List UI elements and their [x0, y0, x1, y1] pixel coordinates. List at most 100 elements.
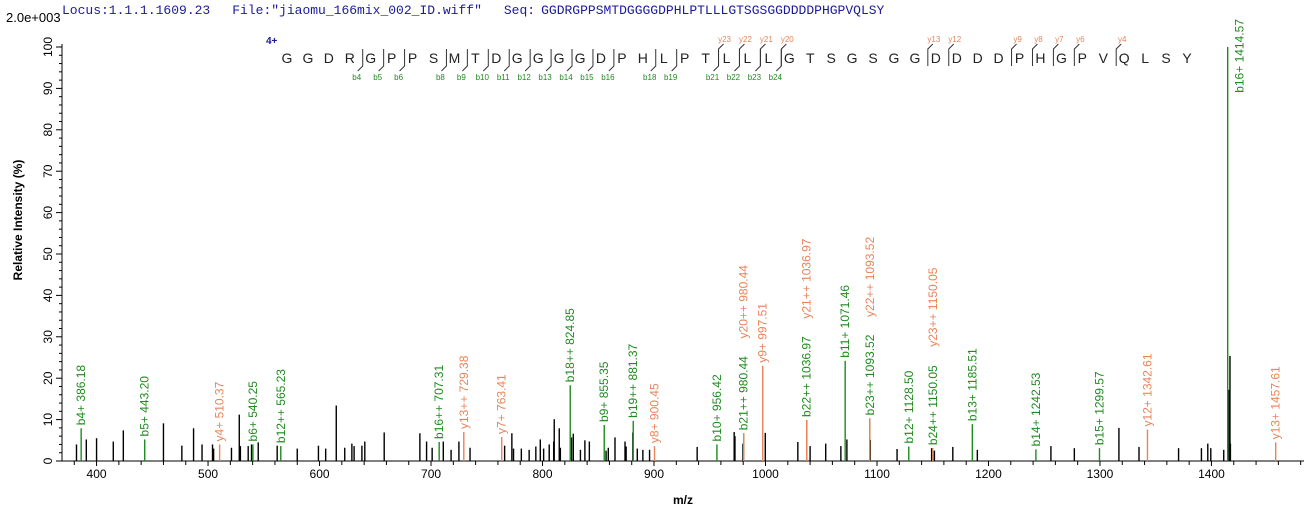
b-ion-marker-label: b21 — [706, 73, 720, 82]
b-ion-label: b15+ 1299.57 — [1092, 371, 1106, 445]
b-ion-marker — [734, 49, 740, 72]
residue: T — [471, 50, 480, 66]
b-ion-marker-label: b4 — [352, 73, 361, 82]
y-ion-marker — [780, 43, 787, 66]
residue: Y — [1182, 50, 1192, 66]
residue: G — [784, 50, 795, 66]
y-ion-marker — [1115, 43, 1122, 66]
residue: G — [302, 50, 313, 66]
y-ion-marker-label: y23 — [718, 35, 731, 44]
b-ion-marker — [399, 49, 406, 72]
y-ion-marker-label: y22 — [739, 35, 752, 44]
b-ion-marker-label: b14 — [559, 73, 573, 82]
residue: S — [868, 50, 877, 66]
residue: L — [723, 50, 731, 66]
residue: D — [596, 50, 606, 66]
y-tick-label: 40 — [41, 288, 55, 302]
y-ion-label: y4+ 510.37 — [213, 381, 227, 441]
y-ion-label: y8+ 900.45 — [648, 383, 662, 443]
b-ion-label: b23++ 1093.52 — [863, 334, 877, 415]
y-ion-label: y22++ 1093.52 — [863, 237, 877, 317]
residue: L — [660, 50, 668, 66]
x-tick-label: 800 — [533, 467, 553, 481]
y-ion-marker — [759, 43, 766, 66]
y-tick-label: 70 — [41, 164, 55, 178]
y-ion-marker — [1011, 43, 1017, 66]
y-ion-marker-label: y6 — [1076, 35, 1085, 44]
residue: L — [764, 50, 772, 66]
residue: G — [533, 50, 544, 66]
y-ion-label: y13++ 729.38 — [457, 355, 471, 429]
y-ion-label: y20++ 980.44 — [737, 265, 751, 339]
residue: H — [638, 50, 648, 66]
y-ion-marker-label: y8 — [1034, 35, 1043, 44]
y-ion-marker — [927, 43, 934, 66]
b-ion-marker — [608, 49, 615, 72]
y-ion-marker-label: y21 — [760, 35, 773, 44]
x-tick-label: 1400 — [1198, 467, 1225, 481]
y-tick-label: 100 — [41, 37, 55, 57]
b-ion-label: b6+ 540.25 — [246, 381, 260, 442]
scale-label: 2.0e+003 — [6, 10, 61, 25]
residue: P — [387, 50, 396, 66]
b-ion-marker-label: b23 — [748, 73, 762, 82]
residue: G — [909, 50, 920, 66]
b-ion-label: b12+ 1128.50 — [902, 370, 916, 443]
b-ion-label: b5+ 443.20 — [138, 376, 152, 437]
seq-label: Seq: — [503, 3, 536, 18]
file-text: File:"jiaomu_166mix_002_ID.wiff" — [232, 3, 482, 18]
y-ion-marker — [738, 43, 745, 66]
y-tick-label: 50 — [41, 247, 55, 261]
y-tick-label: 80 — [41, 123, 55, 137]
b-ion-marker-label: b10 — [476, 73, 490, 82]
b-ion-marker — [524, 49, 531, 72]
x-tick-label: 400 — [87, 467, 107, 481]
residue: G — [282, 50, 293, 66]
b-ion-marker-label: b22 — [727, 73, 741, 82]
y-tick-label: 0 — [41, 457, 55, 464]
b-ion-label: b9+ 855.35 — [597, 361, 611, 422]
x-tick-label: 1300 — [1087, 467, 1114, 481]
b-ion-label: b12++ 565.23 — [274, 369, 288, 443]
y-ion-marker — [1031, 43, 1038, 66]
seq-text: GGDRGPPSMTDGGGGDPHLPTLLLGTSGSGGDDDDPHGPV… — [541, 3, 885, 18]
x-tick-label: 700 — [421, 467, 441, 481]
x-tick-label: 1000 — [752, 467, 779, 481]
y-tick-label: 10 — [41, 413, 55, 427]
residue: Q — [1119, 50, 1130, 66]
b-ion-label: b4+ 386.18 — [74, 365, 88, 426]
x-tick-label: 1200 — [975, 467, 1002, 481]
x-tick-label: 900 — [644, 467, 664, 481]
b-ion-marker-label: b13 — [538, 73, 552, 82]
b-ion-marker-label: b19 — [664, 73, 678, 82]
b-ion-marker-label: b16 — [601, 73, 615, 82]
b-ion-marker-label: b9 — [457, 73, 466, 82]
residue: P — [1078, 50, 1087, 66]
residue: P — [617, 50, 626, 66]
b-ion-marker — [462, 49, 468, 72]
y-ion-label: y21++ 1036.97 — [800, 238, 814, 318]
residue: P — [408, 50, 417, 66]
b-ion-label: b16+ 1414.57 — [1233, 19, 1247, 93]
residue: L — [744, 50, 752, 66]
b-ion-marker — [503, 49, 510, 72]
residue: S — [1161, 50, 1170, 66]
b-ion-marker-label: b8 — [436, 73, 445, 82]
y-ion-marker — [1052, 43, 1059, 66]
b-ion-marker — [441, 49, 447, 72]
y-ion-label: y23++ 1150.05 — [926, 267, 940, 347]
b-ion-marker — [671, 49, 678, 72]
b-ion-marker-label: b5 — [373, 73, 382, 82]
b-ion-label: b16++ 707.31 — [432, 365, 446, 439]
x-tick-label: 600 — [310, 467, 330, 481]
spectrum-header: Locus:1.1.1.1609.23 File:"jiaomu_166mix_0… — [62, 3, 906, 18]
residue: G — [554, 50, 565, 66]
b-ion-marker-label: b15 — [580, 73, 594, 82]
residue: T — [701, 50, 710, 66]
residue: D — [491, 50, 501, 66]
locus-text: Locus:1.1.1.1609.23 — [62, 3, 211, 18]
b-ion-label: b22++ 1036.97 — [800, 336, 814, 417]
y-tick-label: 30 — [41, 330, 55, 344]
y-tick-label: 60 — [41, 206, 55, 220]
y-axis-title: Relative Intensity (%) — [11, 160, 25, 281]
